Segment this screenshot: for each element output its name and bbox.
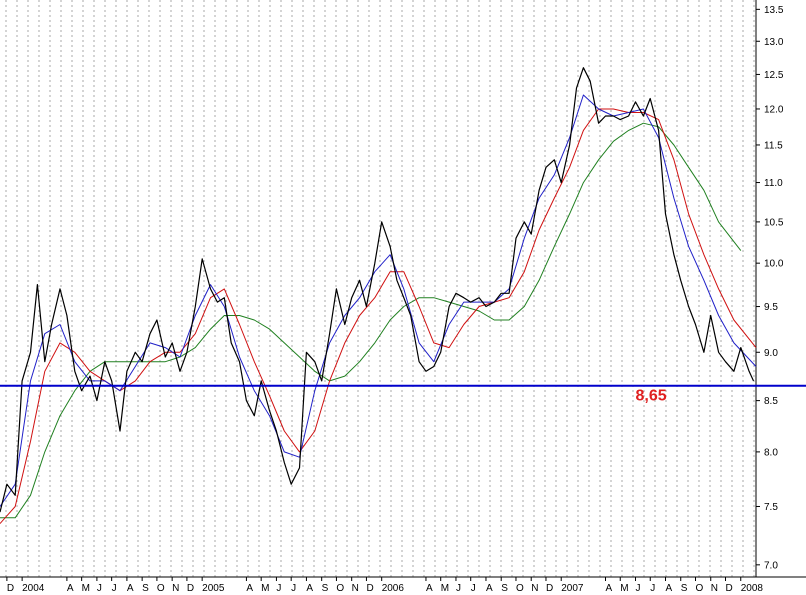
x-tick-label: N [352,583,359,594]
support-level-label: 8,65 [636,388,667,405]
y-tick-label: 9.0 [764,348,778,359]
x-tick-label: N [711,583,718,594]
x-axis: D 2004 A M J J A S O N D 2005 A M J J A S O N D 2006 A M J J A S O N D… [6,577,764,594]
y-axis: 7.0 7.5 8.0 8.5 9.0 9.5 10.0 10.5 11.0 11.5 12.0 12… [756,5,784,571]
y-tick-label: 9.5 [764,302,778,313]
x-tick-label: O [516,583,524,594]
series-line-price [0,67,755,513]
x-tick-label: M [441,583,449,594]
y-tick-label: 13.0 [764,37,784,48]
x-tick-label: J [291,583,296,594]
x-tick-label: O [157,583,165,594]
y-tick-label: 8.0 [764,447,778,458]
y-tick-label: 11.5 [764,140,783,151]
x-tick-label: J [276,583,281,594]
y-tick-label: 7.0 [764,560,778,571]
x-tick-label: A [127,583,134,594]
x-tick-label: D [726,583,733,594]
x-tick-label: S [142,583,149,594]
x-tick-label: D [7,583,14,594]
y-tick-label: 12.5 [764,70,784,81]
x-tick-label: M [261,583,269,594]
x-tick-label: A [306,583,313,594]
x-tick-label: N [531,583,538,594]
y-tick-label: 13.5 [764,5,784,16]
x-tick-label: D [366,583,373,594]
x-tick-label: S [681,583,688,594]
y-tick-label: 7.5 [764,502,778,513]
x-tick-label: A [426,583,433,594]
x-tick-label: 2005 [202,583,225,594]
x-tick-label: D [187,583,194,594]
x-tick-label: N [172,583,179,594]
x-tick-label: A [486,583,493,594]
x-tick-label: J [471,583,476,594]
y-tick-label: 10.0 [764,259,784,270]
y-tick-label: 8.5 [764,396,778,407]
x-tick-label: A [67,583,74,594]
x-tick-label: 2007 [561,583,584,594]
y-tick-label: 10.5 [764,217,784,228]
x-tick-label: 2004 [22,583,45,594]
vertical-gridlines [5,0,755,577]
x-tick-label: J [112,583,117,594]
x-tick-label: O [336,583,344,594]
x-tick-label: J [650,583,655,594]
y-tick-label: 12.0 [764,104,784,115]
x-tick-label: M [620,583,628,594]
x-tick-label: J [456,583,461,594]
x-tick-label: O [696,583,704,594]
x-tick-label: A [246,583,253,594]
x-tick-label: A [665,583,672,594]
x-tick-label: J [97,583,102,594]
x-tick-label: D [546,583,553,594]
y-tick-label: 11.0 [764,178,783,189]
x-tick-label: J [635,583,640,594]
series-line-moving-average-medium [0,108,757,524]
x-tick-label: 2008 [741,583,764,594]
x-tick-label: S [501,583,508,594]
x-tick-label: A [605,583,612,594]
series-line-moving-average-short [0,94,757,507]
x-tick-label: 2006 [382,583,405,594]
x-tick-label: M [82,583,90,594]
series-layer [0,67,757,524]
x-tick-label: S [322,583,329,594]
series-line-moving-average-long [0,122,742,519]
